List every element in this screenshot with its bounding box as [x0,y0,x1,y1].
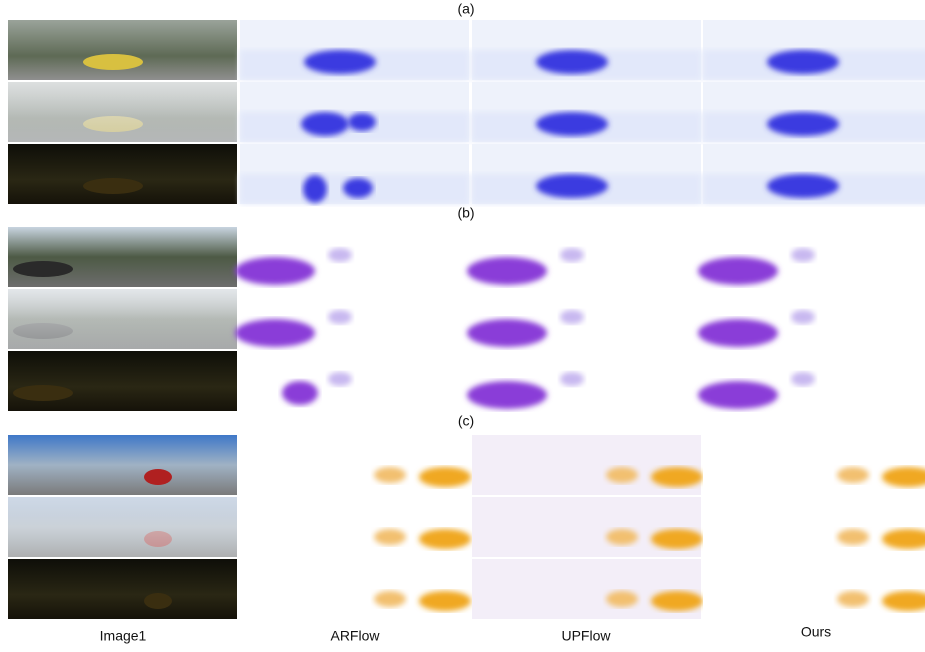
flow-blob [419,467,471,487]
flow-blob [651,529,703,549]
panel-label: (b) [457,205,474,221]
flow-blob [282,381,318,405]
car [13,385,73,401]
panel-label: (c) [458,413,474,429]
flow-blob [328,310,352,324]
input-image [8,435,237,495]
flow-blob [767,174,839,198]
flow-blob [467,257,547,285]
flow-image [703,559,925,619]
flow-blob [837,529,869,545]
car [13,261,73,277]
flow-blob [374,529,406,545]
flow-blob [837,591,869,607]
flow-blob [303,175,327,203]
flow-image [240,351,469,411]
input-image [8,351,237,411]
flow-blob [536,174,608,198]
flow-blob [348,113,376,131]
flow-blob [467,319,547,347]
figure: (a) (b) (c) Image1 ARFlow UPFlow Ours [0,0,925,652]
flow-blob [328,248,352,262]
flow-blob [606,529,638,545]
input-image [8,20,237,80]
flow-blob [698,257,778,285]
car [83,178,143,194]
flow-blob [651,591,703,611]
image-grid [8,20,925,619]
flow-blob [328,372,352,386]
car [144,593,172,609]
flow-blob [767,50,839,74]
flow-blob [560,310,584,324]
flow-blob [606,591,638,607]
flow-blob [791,310,815,324]
flow-blob [235,319,315,347]
flow-image [703,435,925,495]
input-image [8,559,237,619]
flow-blob [791,372,815,386]
flow-blob [374,467,406,483]
flow-blob [560,248,584,262]
flow-blob [419,529,471,549]
input-image [8,227,237,287]
column-label: UPFlow [561,628,611,644]
flow-blob [837,467,869,483]
flow-blob [467,381,547,409]
fog-overlay [8,289,237,349]
flow-blob [374,591,406,607]
flow-blob [301,112,349,136]
input-image [8,144,237,204]
fog-overlay [8,497,237,557]
flow-blob [343,178,373,198]
flow-blob [698,381,778,409]
flow-blob [698,319,778,347]
fog-overlay [8,82,237,142]
flow-blob [560,372,584,386]
flow-blob [606,467,638,483]
flow-image [703,497,925,557]
column-label: ARFlow [330,628,380,644]
flow-blob [536,50,608,74]
flow-blob [791,248,815,262]
flow-blob [235,257,315,285]
flow-blob [536,112,608,136]
flow-blob [767,112,839,136]
flow-blob [651,467,703,487]
flow-blob [304,50,376,74]
column-label: Ours [801,624,831,640]
column-label: Image1 [100,628,147,644]
flow-blob [419,591,471,611]
panel-label: (a) [457,1,474,17]
car [144,469,172,485]
car [83,54,143,70]
